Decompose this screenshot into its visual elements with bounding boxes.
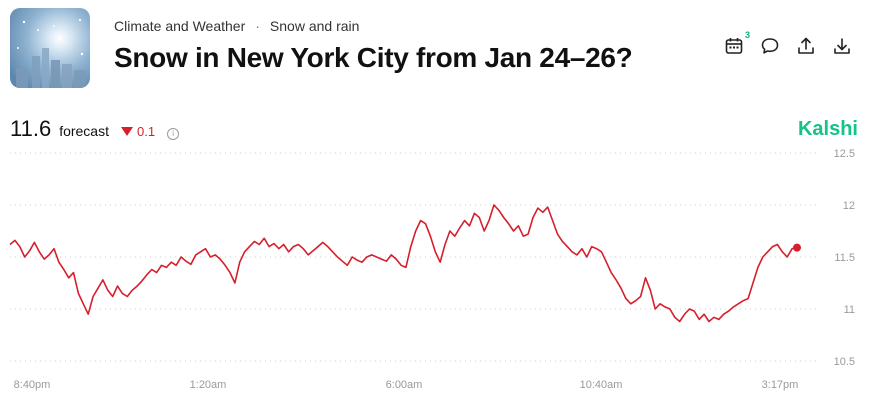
breadcrumb-separator: ·: [255, 18, 260, 34]
forecast-summary: 11.6 forecast 0.1 i: [10, 116, 180, 142]
x-tick-label: 3:17pm: [762, 379, 799, 391]
market-thumbnail: [10, 8, 90, 88]
forecast-chart-svg: 12.5 12 11.5 11 10.5 8:40pm 1:20am 6:00am 10:40a…: [9, 148, 855, 391]
forecast-chart: 12.5 12 11.5 11 10.5 8:40pm 1:20am 6:00am 10:40a…: [0, 140, 878, 405]
breadcrumb-category[interactable]: Climate and Weather: [114, 18, 246, 34]
down-arrow-icon: [121, 127, 133, 136]
forecast-label: forecast: [59, 123, 109, 139]
download-button[interactable]: [832, 36, 852, 56]
y-tick-label: 12: [843, 200, 855, 212]
info-icon[interactable]: i: [167, 127, 180, 140]
share-button[interactable]: [796, 36, 816, 56]
share-icon: [798, 37, 814, 54]
comment-button[interactable]: [760, 36, 780, 56]
breadcrumb-subcategory[interactable]: Snow and rain: [269, 18, 360, 34]
x-tick-label: 8:40pm: [14, 379, 51, 391]
y-tick-label: 11: [844, 304, 855, 316]
forecast-change: 0.1: [121, 124, 155, 139]
city-snow-image: [10, 8, 90, 88]
download-icon: [834, 38, 850, 54]
y-tick-label: 12.5: [834, 148, 855, 160]
calendar-button[interactable]: 3: [724, 30, 750, 56]
x-tick-label: 6:00am: [386, 379, 423, 391]
comment-icon: [761, 38, 779, 54]
page-title: Snow in New York City from Jan 24–26?: [114, 42, 633, 73]
calendar-badge: 3: [744, 30, 750, 40]
forecast-change-value: 0.1: [137, 124, 156, 139]
calendar-icon: [725, 38, 743, 54]
action-toolbar: 3: [724, 30, 852, 56]
y-tick-label: 10.5: [834, 356, 855, 368]
breadcrumb: Climate and Weather · Snow and rain: [114, 18, 359, 34]
forecast-value: 11.6: [10, 116, 52, 141]
current-value-dot: [793, 243, 801, 252]
brand-logo[interactable]: Kalshi: [797, 118, 858, 140]
forecast-series-line[interactable]: [9, 204, 798, 323]
y-tick-label: 11.5: [834, 252, 855, 264]
x-tick-label: 1:20am: [190, 379, 227, 391]
x-tick-label: 10:40am: [580, 379, 623, 391]
